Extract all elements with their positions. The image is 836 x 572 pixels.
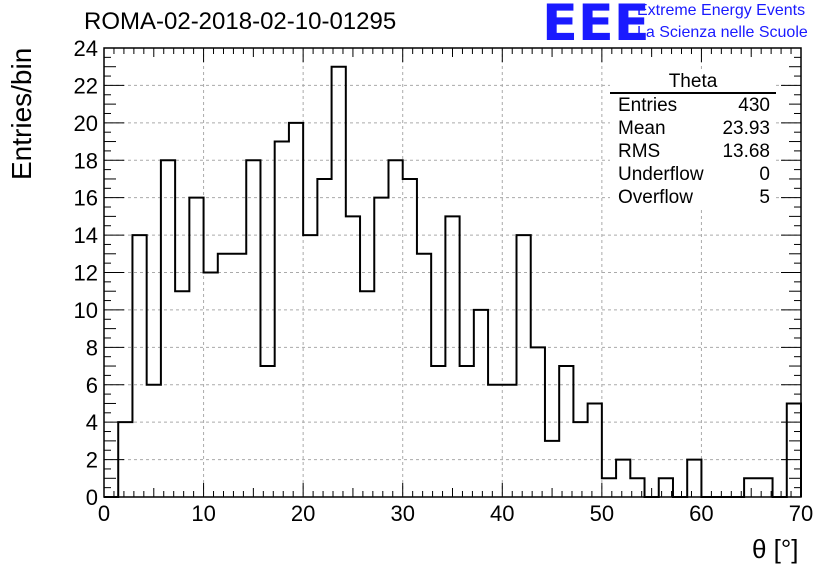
- histogram-bin: [232, 254, 246, 497]
- y-tick-label: 20: [74, 111, 98, 136]
- x-tick-label: 60: [689, 501, 713, 526]
- stats-row-rms: RMS 13.68: [610, 140, 776, 163]
- histogram-bin: [545, 441, 559, 497]
- y-tick-label: 14: [74, 223, 98, 248]
- histogram-bin: [744, 478, 758, 497]
- histogram-bin: [431, 366, 445, 497]
- y-tick-label: 6: [86, 373, 98, 398]
- y-tick-label: 22: [74, 73, 98, 98]
- histogram-bin: [474, 310, 488, 497]
- histogram-bin: [204, 273, 218, 498]
- plot-frame: [103, 47, 802, 498]
- y-tick-label: 0: [86, 485, 98, 510]
- y-tick-label: 10: [74, 298, 98, 323]
- y-axis-label: Entries/bin: [6, 47, 37, 180]
- y-tick-label: 2: [86, 448, 98, 473]
- histogram-bin: [317, 179, 331, 497]
- histogram-bin: [502, 385, 516, 497]
- histogram-bin: [787, 403, 801, 497]
- x-tick-label: 10: [191, 501, 215, 526]
- y-tick-label: 8: [86, 335, 98, 360]
- stats-row-mean: Mean 23.93: [610, 117, 776, 140]
- stats-value: 430: [738, 95, 770, 116]
- histogram-bin: [260, 366, 274, 497]
- histogram-bin: [161, 160, 175, 497]
- histogram-bin: [517, 235, 531, 497]
- stats-label: Underflow: [618, 164, 704, 185]
- stats-label: Mean: [618, 118, 666, 139]
- histogram-bin: [602, 478, 616, 497]
- histogram-bin: [275, 142, 289, 497]
- stats-label: RMS: [618, 141, 661, 162]
- x-tick-label: 40: [490, 501, 514, 526]
- histogram-bin: [687, 460, 701, 497]
- y-tick-label: 12: [74, 261, 98, 286]
- histogram-bin: [289, 123, 303, 497]
- logo-line-1: Extreme Energy Events: [637, 2, 806, 19]
- stats-row-overflow: Overflow 5: [610, 186, 776, 209]
- histogram-bin: [403, 179, 417, 497]
- stats-label: Overflow: [618, 187, 693, 208]
- eee-logo: EEE: [542, 0, 650, 52]
- histogram-bin: [488, 385, 502, 497]
- histogram-bin: [147, 385, 161, 497]
- x-tick-label: 50: [590, 501, 614, 526]
- axis-ticks: [103, 47, 802, 498]
- histogram-bin: [303, 235, 317, 497]
- histogram-bin: [218, 254, 232, 497]
- stats-title: Theta: [610, 72, 776, 94]
- histogram-bin: [175, 291, 189, 497]
- histogram-bin: [332, 67, 346, 497]
- stats-value: 0: [759, 164, 770, 185]
- histogram-bin: [659, 478, 673, 497]
- y-tick-label: 24: [74, 36, 98, 61]
- stats-label: Entries: [618, 95, 678, 116]
- x-tick-label: 20: [291, 501, 315, 526]
- histogram-bin: [388, 160, 402, 497]
- stats-value: 5: [759, 187, 770, 208]
- histogram-bin: [374, 198, 388, 497]
- histogram-bin: [588, 403, 602, 497]
- stats-row-underflow: Underflow 0: [610, 163, 776, 186]
- histogram-bin: [758, 478, 772, 497]
- stats-box: Theta Entries 430 Mean 23.93 RMS 13.68 U…: [610, 72, 776, 209]
- plot-title: ROMA-02-2018-02-10-01295: [84, 8, 397, 35]
- histogram-bin: [616, 460, 630, 497]
- histogram-bin: [118, 422, 132, 497]
- logo-line-2: La Scienza nelle Scuole: [637, 24, 808, 41]
- stats-value: 13.68: [722, 141, 770, 162]
- histogram-bin: [360, 291, 374, 497]
- y-tick-label: 18: [74, 148, 98, 173]
- x-tick-label: 70: [789, 501, 813, 526]
- stats-value: 23.93: [722, 118, 770, 139]
- x-tick-label: 0: [98, 501, 110, 526]
- histogram-bin: [460, 366, 474, 497]
- histogram-outline: [104, 65, 802, 498]
- y-tick-label: 16: [74, 186, 98, 211]
- histogram-bin: [573, 422, 587, 497]
- x-axis-label: θ [°]: [752, 534, 799, 564]
- histogram-bin: [246, 160, 260, 497]
- histogram-bin: [132, 235, 146, 497]
- histogram-bin: [417, 254, 431, 497]
- histogram-bin: [630, 478, 644, 497]
- histogram-bin: [559, 366, 573, 497]
- histogram-series: [104, 65, 802, 498]
- histogram-bin: [445, 216, 459, 497]
- y-tick-label: 4: [86, 410, 98, 435]
- histogram-bin: [531, 347, 545, 497]
- stats-row-entries: Entries 430: [610, 94, 776, 117]
- histogram-bin: [346, 216, 360, 497]
- x-tick-label: 30: [390, 501, 414, 526]
- histogram-bin: [189, 198, 203, 497]
